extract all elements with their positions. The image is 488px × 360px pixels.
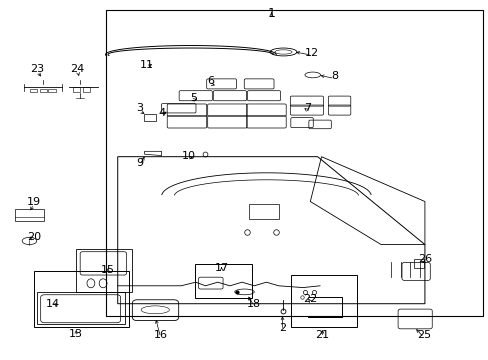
- Text: 14: 14: [46, 299, 61, 309]
- Text: 6: 6: [206, 76, 213, 86]
- Text: 7: 7: [304, 103, 311, 113]
- Text: 12: 12: [304, 48, 318, 58]
- Text: 15: 15: [101, 265, 115, 275]
- Text: 1: 1: [267, 7, 275, 20]
- Text: 25: 25: [416, 330, 430, 340]
- Text: 23: 23: [30, 64, 44, 74]
- Bar: [105, 10, 483, 316]
- Text: 11: 11: [140, 60, 154, 70]
- Text: 20: 20: [27, 232, 41, 242]
- Text: 4: 4: [158, 108, 165, 118]
- Bar: [37, 292, 125, 324]
- Bar: [15, 209, 43, 221]
- Text: 24: 24: [70, 64, 85, 74]
- Text: 22: 22: [303, 294, 317, 304]
- Bar: [82, 87, 90, 92]
- Text: 18: 18: [247, 299, 261, 309]
- Bar: [194, 264, 252, 298]
- Text: 8: 8: [330, 71, 338, 81]
- Bar: [30, 89, 37, 92]
- Bar: [249, 204, 278, 220]
- Bar: [34, 271, 129, 327]
- Bar: [290, 275, 356, 327]
- Text: 2: 2: [278, 323, 285, 333]
- Text: 19: 19: [27, 197, 41, 207]
- Bar: [48, 89, 56, 92]
- Bar: [73, 87, 80, 92]
- Bar: [413, 259, 423, 268]
- Text: 3: 3: [136, 103, 143, 113]
- Text: 21: 21: [315, 330, 329, 340]
- Text: 16: 16: [153, 330, 167, 340]
- Text: 10: 10: [181, 150, 195, 161]
- Bar: [143, 114, 156, 121]
- Bar: [40, 89, 47, 92]
- Text: 13: 13: [69, 329, 83, 339]
- Text: 5: 5: [189, 93, 196, 103]
- Bar: [76, 249, 132, 292]
- Text: 26: 26: [417, 254, 431, 264]
- Text: 9: 9: [136, 158, 143, 168]
- Text: 17: 17: [214, 263, 228, 273]
